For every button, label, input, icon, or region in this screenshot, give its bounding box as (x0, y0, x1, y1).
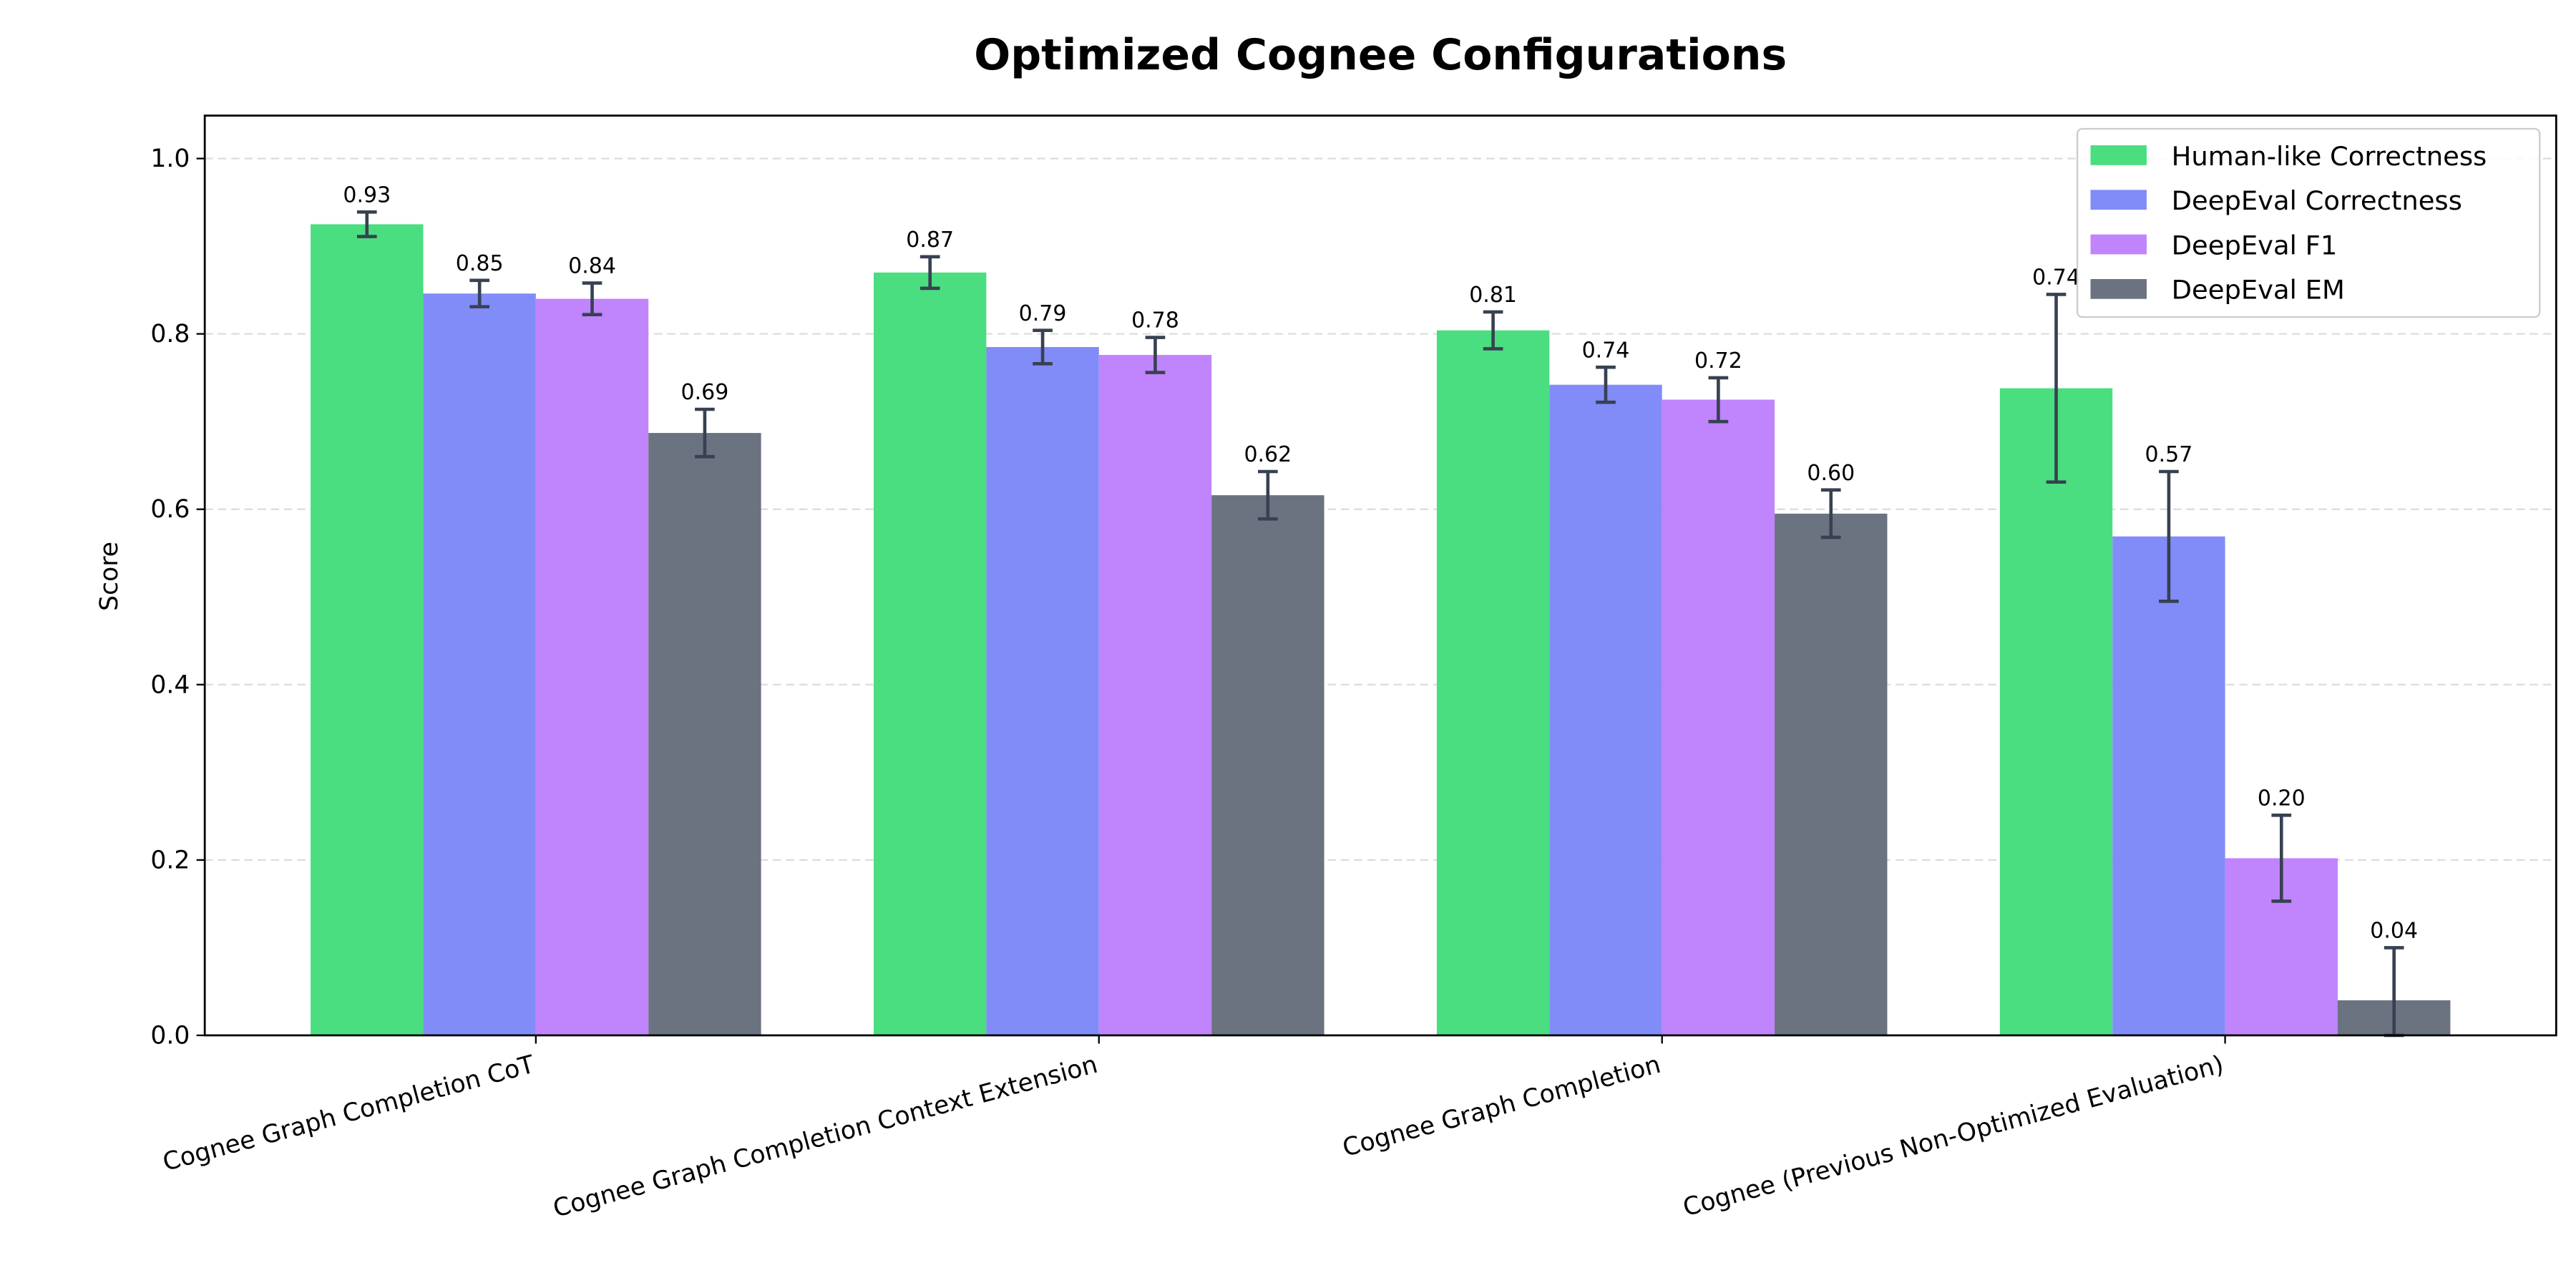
bar-3-1 (1211, 495, 1324, 1035)
bar-0-3 (1999, 388, 2113, 1035)
data-label: 0.62 (1244, 442, 1292, 467)
y-tick-label: 1.0 (150, 145, 190, 173)
bar-0-1 (874, 272, 987, 1035)
data-label: 0.60 (1807, 461, 1855, 486)
bar-0-2 (1436, 330, 1550, 1035)
y-axis-label: Score (95, 542, 124, 611)
x-tick-label: Cognee Graph Completion Context Extensio… (550, 1050, 1101, 1224)
legend: Human-like Correctness DeepEval Correctne… (2076, 127, 2541, 318)
x-tick-label: Cognee Graph Completion (1340, 1050, 1664, 1163)
x-tick-label: Cognee Graph Completion CoT (160, 1050, 538, 1178)
bar-1-2 (1549, 384, 1662, 1035)
legend-label: DeepEval F1 (2172, 230, 2338, 260)
legend-label: DeepEval Correctness (2172, 185, 2462, 216)
legend-label: Human-like Correctness (2172, 141, 2487, 172)
data-label: 0.85 (456, 251, 504, 276)
legend-swatch (2090, 279, 2147, 299)
data-label: 0.87 (906, 228, 954, 253)
bar-2-1 (1098, 355, 1212, 1035)
data-label: 0.69 (681, 380, 729, 405)
data-label: 0.79 (1019, 301, 1067, 326)
data-label: 0.72 (1694, 348, 1742, 374)
bar-1-3 (2112, 536, 2225, 1035)
x-tick-label: Cognee (Previous Non-Optimized Evaluatio… (1680, 1050, 2227, 1223)
legend-swatch (2090, 190, 2147, 210)
bar-3-2 (1775, 513, 1888, 1035)
y-tick-label: 0.8 (150, 320, 190, 348)
data-label: 0.57 (2145, 442, 2193, 467)
legend-box (2076, 127, 2541, 318)
chart-title: Optimized Cognee Configurations (974, 30, 1787, 80)
bar-2-2 (1662, 399, 1775, 1035)
data-label: 0.84 (568, 254, 616, 279)
data-label: 0.20 (2258, 786, 2306, 811)
bar-0-0 (311, 224, 424, 1035)
y-tick-label: 0.6 (150, 495, 190, 524)
bar-1-0 (423, 293, 536, 1035)
bar-3-0 (648, 433, 761, 1035)
legend-swatch (2090, 234, 2147, 255)
data-label: 0.81 (1469, 283, 1517, 308)
data-label: 0.78 (1131, 308, 1179, 333)
y-tick-label: 0.0 (150, 1021, 190, 1050)
y-tick-label: 0.4 (150, 670, 190, 699)
legend-swatch (2090, 145, 2147, 165)
data-label: 0.93 (343, 182, 391, 208)
plot-frame (203, 114, 2557, 1037)
data-label: 0.74 (1582, 338, 1630, 363)
y-tick-label: 0.2 (150, 846, 190, 874)
data-label: 0.04 (2370, 919, 2418, 944)
bar-1-1 (986, 346, 1099, 1035)
data-label: 0.74 (2032, 265, 2080, 291)
bar-2-0 (535, 298, 649, 1035)
legend-label: DeepEval EM (2172, 275, 2345, 306)
